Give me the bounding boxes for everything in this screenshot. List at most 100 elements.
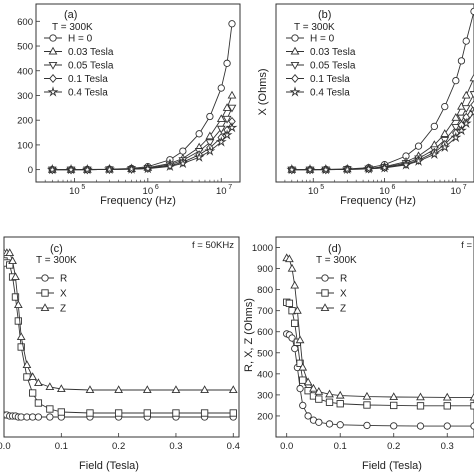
legend-label: 0.1 Tesla [68, 74, 108, 85]
x-axis-label: Frequency (Hz) [340, 195, 416, 207]
data-point [206, 112, 214, 121]
data-point [451, 113, 461, 121]
data-point [200, 409, 209, 417]
legend-label: 0.4 Tesla [310, 88, 350, 99]
plot-frame [3, 236, 240, 438]
x-tick-label: 0.4 [227, 441, 240, 452]
data-point [363, 421, 371, 430]
legend-marker [321, 274, 329, 282]
legend-label: X [340, 289, 347, 300]
data-point [65, 163, 77, 175]
data-point [227, 104, 237, 113]
data-point [142, 162, 154, 174]
data-point [216, 114, 226, 123]
legend-label: 0.05 Tesla [310, 61, 356, 72]
y-tick-label: 400 [17, 66, 33, 77]
data-point [400, 159, 412, 170]
data-point [450, 131, 462, 143]
data-point [228, 20, 236, 28]
data-point [286, 163, 298, 175]
x-tick-label: 10 [379, 186, 390, 197]
data-point [14, 317, 22, 325]
data-point [86, 409, 94, 417]
data-point [287, 263, 297, 272]
data-point [221, 129, 233, 140]
data-point [46, 405, 54, 413]
data-point [390, 422, 398, 430]
y-axis-ticks: 0 100 200 300 400 500 600 [17, 17, 40, 176]
data-point [416, 422, 425, 430]
y-tick-label: 400 [257, 369, 273, 380]
data-point [428, 148, 440, 159]
legend-label: 0.4 Tesla [68, 88, 108, 99]
data-point [22, 360, 32, 369]
data-point [85, 385, 95, 394]
data-point [304, 412, 312, 420]
data-point [56, 384, 66, 393]
legend-marker [48, 46, 58, 55]
y-axis-label: R, X, Z (Ohms) [243, 298, 255, 372]
legend-marker [41, 289, 49, 297]
legend: H = 0 0.03 Tesla 0.05 Tesla 0.1 Tesla 0.4 Te… [286, 34, 356, 99]
data-point [430, 122, 439, 131]
data-point [8, 256, 17, 265]
x-axis-label: Frequency (Hz) [100, 195, 176, 207]
series-group [4, 248, 238, 421]
data-point [291, 344, 299, 353]
data-point [443, 422, 451, 430]
legend-marker [320, 303, 330, 312]
data-point [363, 401, 371, 409]
data-point [314, 387, 324, 395]
y-tick-label: 600 [17, 17, 33, 28]
x-tick-exponent: 5 [81, 184, 85, 191]
x-tick-exponent: 7 [463, 184, 467, 191]
x-tick-label: 0.3 [441, 441, 454, 452]
x-axis-ticks: 10 5 10 6 10 7 [275, 178, 467, 197]
legend-label: Z [340, 304, 346, 315]
data-point [470, 100, 474, 110]
legend-label: X [60, 289, 67, 300]
y-tick-label: 900 [257, 264, 273, 275]
y-tick-label: 200 [257, 411, 273, 422]
series-line [52, 95, 233, 171]
data-point [462, 37, 470, 45]
x-tick-label: 0.0 [280, 441, 293, 452]
data-point [336, 400, 344, 408]
data-point [200, 385, 209, 394]
y-tick-label: 1000 [252, 243, 273, 254]
data-point [11, 272, 20, 281]
legend-marker [291, 74, 299, 83]
x-tick-label: 10 [308, 186, 319, 197]
data-point [416, 392, 425, 401]
data-point [304, 163, 316, 175]
panel-label: (c) [50, 243, 63, 255]
x-tick-exponent: 7 [228, 184, 232, 191]
legend-label: 0.05 Tesla [68, 61, 114, 72]
legend-marker [289, 86, 301, 97]
data-point [57, 408, 65, 416]
data-point [442, 392, 452, 401]
x-tick-exponent: 6 [392, 184, 396, 191]
x-tick-label: 0.3 [169, 441, 182, 452]
legend: H = 0 0.03 Tesla 0.05 Tesla 0.1 Tesla 0.4 Te… [44, 34, 114, 99]
y-tick-label: 800 [257, 285, 273, 296]
data-point [45, 382, 55, 391]
data-point [441, 102, 449, 111]
data-point [469, 73, 474, 82]
data-point [81, 163, 93, 175]
data-point [216, 125, 226, 134]
plot-frame [275, 3, 474, 183]
data-point [439, 141, 451, 153]
data-point [413, 155, 424, 166]
frequency-note: f = 50KHz [192, 240, 234, 251]
data-point [227, 90, 237, 99]
x-tick-label: 10 [143, 186, 154, 197]
data-point [414, 142, 423, 150]
data-point [179, 147, 187, 155]
x-tick-exponent: 6 [155, 184, 159, 191]
data-point [288, 334, 296, 342]
data-point [142, 385, 152, 394]
legend-label: R [60, 274, 67, 285]
data-point [456, 124, 467, 136]
data-point [291, 319, 299, 327]
